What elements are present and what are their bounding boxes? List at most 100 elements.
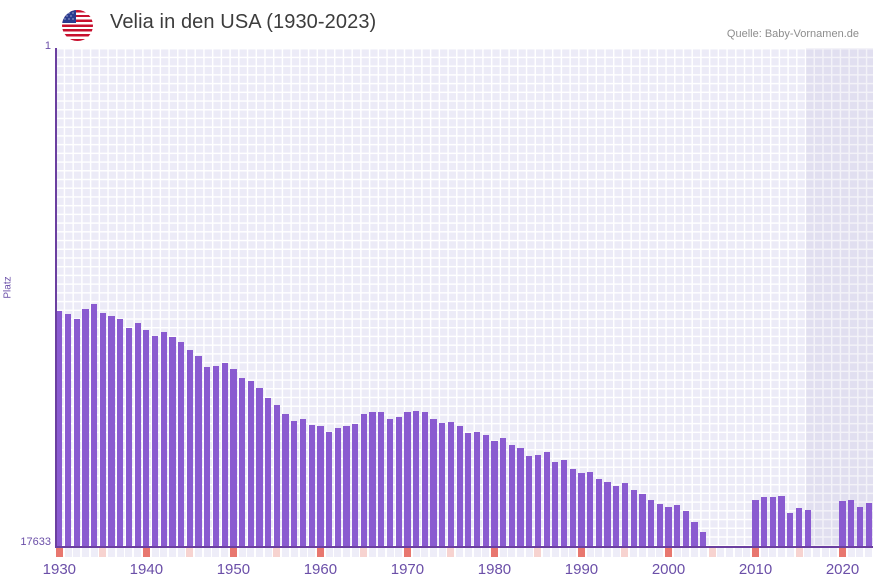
x-axis-tick-minor — [186, 548, 194, 557]
bar — [64, 314, 72, 546]
flag-stars — [63, 11, 75, 22]
bar — [621, 482, 629, 546]
page-title: Velia in den USA (1930-2023) — [110, 11, 377, 33]
x-axis-tick-minor — [125, 548, 133, 557]
y-axis: 1 17633 Platz — [0, 0, 52, 560]
bar — [613, 485, 620, 546]
bar — [186, 350, 193, 546]
x-axis-tick-minor — [203, 548, 211, 557]
x-axis-tick-minor — [473, 548, 481, 557]
bar — [639, 494, 646, 546]
y-axis-line — [55, 48, 57, 548]
x-axis-tick-major — [229, 548, 237, 557]
x-axis-tick-minor — [830, 548, 838, 557]
x-axis-tick-minor — [760, 548, 768, 557]
bar — [204, 367, 211, 546]
x-axis-tick-minor — [725, 548, 733, 557]
x-axis-tick-minor — [212, 548, 220, 557]
x-axis-tick-minor — [386, 548, 394, 557]
x-axis-tick-major — [490, 548, 498, 557]
x-axis-tick-minor — [430, 548, 438, 557]
bar — [482, 435, 489, 546]
bar — [595, 478, 602, 546]
x-axis-tick-minor — [699, 548, 707, 557]
bar — [360, 413, 368, 546]
x-axis-tick-minor — [290, 548, 298, 557]
x-axis-tick-minor — [821, 548, 829, 557]
bar — [317, 425, 324, 546]
x-axis-tick-minor — [778, 548, 786, 557]
x-axis-tick-minor — [90, 548, 98, 557]
x-axis-tick-major — [316, 548, 324, 557]
x-axis-tick-label: 1960 — [303, 561, 338, 578]
bar — [839, 501, 846, 546]
x-axis-tick-minor — [865, 548, 873, 557]
bar — [282, 413, 289, 546]
bar — [369, 411, 376, 546]
x-axis-tick-minor — [134, 548, 142, 557]
y-axis-title: Platz — [2, 276, 14, 299]
bar — [552, 461, 559, 546]
bar — [82, 309, 89, 546]
bar — [795, 508, 803, 546]
bar — [439, 423, 446, 546]
bar — [587, 471, 594, 546]
bar — [160, 331, 167, 546]
x-axis-tick-minor — [151, 548, 159, 557]
bar — [169, 336, 176, 546]
x-axis-tick-minor — [412, 548, 420, 557]
x-axis-tick-minor — [177, 548, 185, 557]
x-axis-tick-minor — [604, 548, 612, 557]
x-axis-tick-minor — [247, 548, 255, 557]
x-axis-tick-label: 1930 — [42, 561, 77, 578]
x-axis-tick-minor — [238, 548, 246, 557]
bar — [117, 319, 124, 546]
bar — [604, 481, 611, 546]
bar — [473, 431, 481, 546]
x-axis-tick-minor — [786, 548, 794, 557]
bar — [178, 341, 185, 546]
x-axis-tick-major — [403, 548, 411, 557]
x-axis-tick-minor — [525, 548, 533, 557]
bar — [73, 319, 80, 546]
x-axis-tick-label: 1950 — [216, 561, 251, 578]
bar — [99, 312, 106, 546]
bar — [500, 437, 507, 546]
x-axis-tick-minor — [638, 548, 646, 557]
x-axis-tick-minor — [734, 548, 742, 557]
x-axis-tick-major — [577, 548, 585, 557]
x-axis-tick-major — [55, 548, 63, 557]
bar — [352, 424, 359, 546]
x-axis-tick-minor — [630, 548, 638, 557]
bar — [534, 454, 542, 546]
x-axis-tick-minor — [673, 548, 681, 557]
bar — [578, 473, 585, 546]
bar — [865, 502, 872, 546]
x-axis-tick-minor — [99, 548, 107, 557]
x-axis-tick-minor — [264, 548, 272, 557]
bar — [56, 311, 63, 546]
x-axis-tick-minor — [551, 548, 559, 557]
x-axis-tick-minor — [221, 548, 229, 557]
bar — [700, 532, 707, 546]
x-axis-tick-minor — [508, 548, 516, 557]
bar — [508, 444, 515, 546]
bar — [238, 378, 246, 546]
x-axis-tick-minor — [621, 548, 629, 557]
x-axis-tick-label: 1940 — [129, 561, 164, 578]
bar — [778, 495, 785, 546]
x-axis-tick-minor — [795, 548, 803, 557]
bar — [134, 323, 141, 546]
x-axis-line — [55, 546, 873, 548]
bar — [665, 506, 672, 546]
x-axis-tick-minor — [299, 548, 307, 557]
x-axis-tick-minor — [517, 548, 525, 557]
bar — [656, 504, 663, 546]
bar — [91, 303, 98, 546]
x-axis-tick-label: 2020 — [825, 561, 860, 578]
bar — [630, 490, 637, 546]
bar — [421, 412, 428, 546]
x-axis-tick-minor — [856, 548, 864, 557]
bar — [447, 422, 455, 546]
